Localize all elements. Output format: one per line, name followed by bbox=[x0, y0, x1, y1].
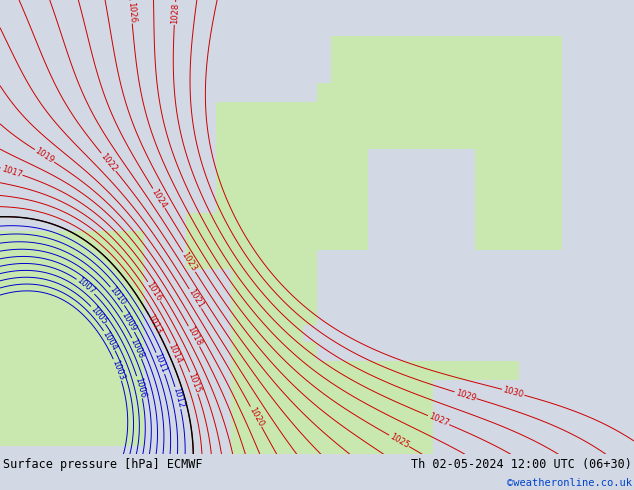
Text: 1029: 1029 bbox=[454, 388, 477, 403]
Text: 1028: 1028 bbox=[170, 2, 180, 24]
Text: 1022: 1022 bbox=[98, 151, 119, 173]
Text: 1016: 1016 bbox=[145, 280, 164, 303]
Text: 1011: 1011 bbox=[152, 352, 169, 375]
Text: 1015: 1015 bbox=[186, 371, 202, 394]
Text: 1004: 1004 bbox=[100, 329, 119, 352]
Text: 1027: 1027 bbox=[427, 412, 450, 428]
Text: 1005: 1005 bbox=[88, 304, 108, 326]
Text: 1025: 1025 bbox=[388, 432, 410, 450]
Text: 1003: 1003 bbox=[110, 358, 126, 381]
Text: 1006: 1006 bbox=[133, 376, 147, 398]
Text: 1007: 1007 bbox=[75, 276, 97, 296]
Text: 1013: 1013 bbox=[145, 313, 163, 336]
Text: 1014: 1014 bbox=[167, 343, 183, 365]
Text: 1024: 1024 bbox=[150, 187, 168, 210]
Text: 1010: 1010 bbox=[108, 285, 127, 307]
Text: 1012: 1012 bbox=[171, 387, 185, 409]
Text: 1019: 1019 bbox=[33, 147, 56, 165]
Text: 1020: 1020 bbox=[247, 405, 265, 428]
Text: Surface pressure [hPa] ECMWF: Surface pressure [hPa] ECMWF bbox=[3, 458, 203, 471]
Text: 1021: 1021 bbox=[186, 288, 205, 310]
Text: 1030: 1030 bbox=[502, 385, 524, 399]
Text: 1009: 1009 bbox=[119, 311, 138, 333]
Text: 1026: 1026 bbox=[126, 1, 137, 23]
Text: 1017: 1017 bbox=[0, 164, 23, 179]
Text: ©weatheronline.co.uk: ©weatheronline.co.uk bbox=[507, 478, 632, 488]
Text: Th 02-05-2024 12:00 UTC (06+30): Th 02-05-2024 12:00 UTC (06+30) bbox=[411, 458, 632, 471]
Text: 1018: 1018 bbox=[185, 325, 203, 348]
Text: 1008: 1008 bbox=[128, 337, 145, 360]
Text: 1023: 1023 bbox=[179, 251, 198, 273]
